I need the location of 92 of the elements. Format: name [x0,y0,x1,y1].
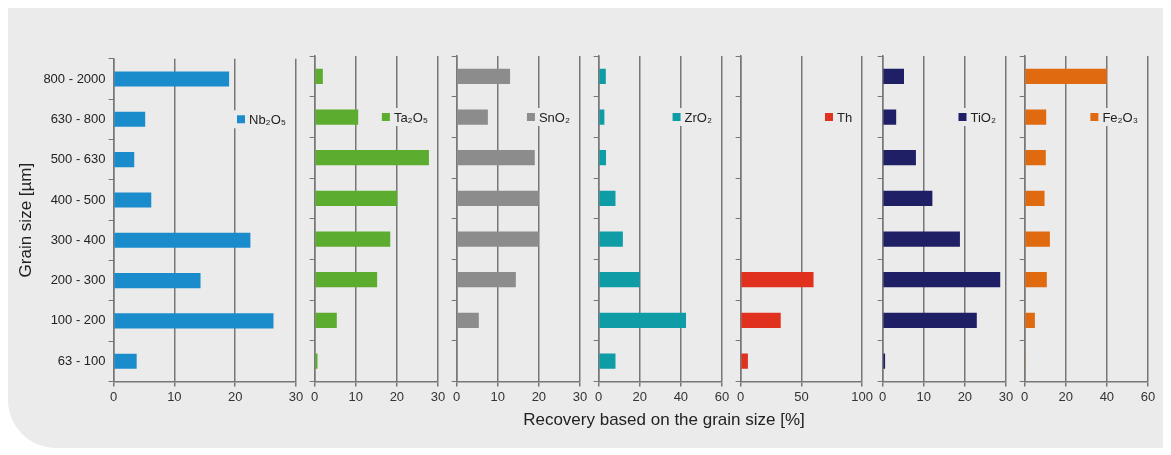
bar [114,71,230,87]
legend-label: SnO₂ [538,109,570,125]
y-axis-title: Grain size [µm] [15,162,35,278]
bar [741,272,814,288]
x-tick-label: 0 [1021,388,1029,404]
bar [883,68,904,84]
bar [315,190,398,206]
bar [457,109,488,125]
bar [1025,190,1045,206]
x-tick-label: 30 [572,388,588,404]
bar [457,190,539,206]
x-tick-label: 10 [490,388,505,404]
bar [599,109,605,125]
x-tick-label: 20 [957,388,973,404]
x-tick-label: 30 [998,388,1014,404]
legend-label: ZrO₂ [684,109,713,125]
x-tick-label: 0 [737,388,745,404]
x-tick-label: 60 [1140,388,1156,404]
bar [599,150,607,166]
x-tick-label: 40 [1099,388,1115,404]
bar [883,109,897,125]
bar [1025,150,1046,166]
bar [741,353,748,369]
bar [599,231,623,247]
y-tick-label: 200 - 300 [50,272,106,288]
bar [315,68,323,84]
legend-label: Nb₂O₅ [248,111,286,127]
bar [883,231,960,247]
bar [1025,272,1047,288]
legend-label: TiO₂ [970,109,997,125]
bar [1025,231,1050,247]
bar [114,232,251,248]
y-tick-label: 63 - 100 [57,352,106,368]
bar [599,312,687,329]
bar [315,272,378,288]
x-tick-label: 100 [851,388,874,404]
x-tick-label: 20 [531,388,547,404]
x-tick-label: 50 [794,388,809,404]
legend-label: Th [836,109,853,125]
bar [599,68,606,84]
y-tick-label: 300 - 400 [50,231,106,247]
bar [457,312,479,329]
bar [457,231,539,247]
x-tick-label: 60 [714,388,730,404]
bar [883,190,933,206]
x-tick-label: 20 [227,388,243,404]
bar [741,312,781,329]
bar [114,152,135,168]
bar [599,272,640,288]
bar [315,231,391,247]
bar [315,312,337,329]
x-tick-label: 40 [673,388,689,404]
bar [1025,312,1035,329]
x-tick-label: 10 [916,388,931,404]
bar [315,353,318,369]
x-tick-label: 0 [879,388,887,404]
x-tick-label: 20 [632,388,647,404]
bar [114,111,146,127]
bar [883,272,1001,288]
bar [1025,68,1107,84]
bar [114,353,137,369]
x-tick-label: 20 [1058,388,1073,404]
y-tick-label: 800 - 2000 [43,70,106,86]
legend-label: Fe₂O₃ [1102,109,1138,125]
x-tick-label: 10 [348,388,363,404]
bar [114,313,274,329]
x-tick-label: 30 [288,388,304,404]
bar [457,68,511,84]
bar [599,353,616,369]
x-tick-label: 0 [595,388,603,404]
x-tick-label: 30 [430,388,446,404]
x-tick-label: 20 [389,388,405,404]
bar [457,150,535,166]
x-tick-label: 0 [109,388,118,404]
bar [1025,109,1047,125]
bar [315,150,429,166]
legend-label: Ta₂O₅ [393,109,428,125]
x-tick-label: 0 [453,388,461,404]
bar [457,272,516,288]
bar [114,192,152,208]
bar [883,312,977,329]
x-tick-label: 10 [167,388,182,404]
y-tick-label: 500 - 630 [50,151,106,167]
y-tick-label: 630 - 800 [50,110,106,126]
y-tick-label: 400 - 500 [50,191,106,207]
y-tick-label: 100 - 200 [50,312,106,328]
bar [114,273,201,289]
bar [599,190,616,206]
bar [315,109,359,125]
x-axis-title: Recovery based on the grain size [%] [522,410,806,430]
x-tick-label: 0 [311,388,319,404]
bar [883,150,916,166]
